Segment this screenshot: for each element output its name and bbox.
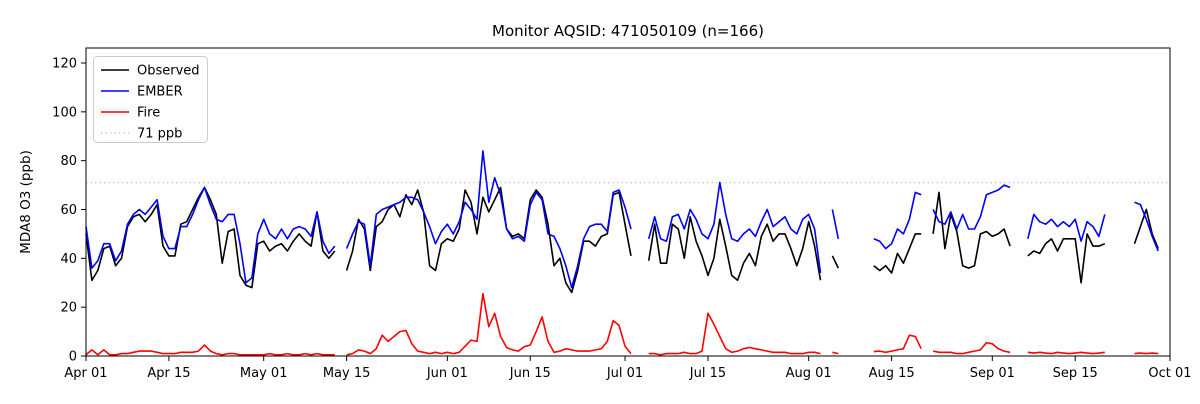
legend-item-observed: Observed — [101, 64, 200, 79]
legend-label-observed: Observed — [137, 64, 200, 79]
x-tick-label: Jun 15 — [509, 366, 551, 381]
x-tick-label: Aug 15 — [869, 366, 915, 381]
x-tick-label: Jul 01 — [606, 366, 643, 381]
y-tick-label: 40 — [60, 252, 77, 267]
legend-item-fire: Fire — [101, 106, 160, 121]
x-tick-label: Jun 01 — [426, 366, 468, 381]
x-tick-label: Sep 15 — [1053, 366, 1098, 381]
x-tick-label: Aug 01 — [786, 366, 832, 381]
chart-title: Monitor AQSID: 471050109 (n=166) — [492, 22, 764, 40]
legend-item-ref-line: 71 ppb — [101, 127, 182, 142]
x-tick-label: May 15 — [323, 366, 371, 381]
series-line-fire — [85, 292, 1159, 356]
x-tick-label: Sep 01 — [970, 366, 1015, 381]
y-axis-label: MDA8 O3 (ppb) — [18, 150, 34, 254]
legend-item-ember: EMBER — [101, 85, 183, 100]
y-tick-label: 0 — [69, 350, 77, 365]
series-line-ember — [85, 150, 1159, 289]
x-tick-label: Oct 01 — [1148, 366, 1191, 381]
y-tick-label: 100 — [52, 105, 77, 120]
y-tick-label: 60 — [60, 203, 77, 218]
x-tick-label: May 01 — [240, 366, 288, 381]
x-tick-label: Apr 15 — [147, 366, 190, 381]
x-tick-label: Apr 01 — [64, 366, 107, 381]
legend: Observed EMBER Fire 71 ppb — [93, 56, 208, 143]
legend-label-fire: Fire — [137, 106, 160, 121]
y-tick-label: 80 — [60, 154, 77, 169]
legend-box — [93, 56, 208, 143]
x-tick-label: Jul 15 — [689, 366, 726, 381]
y-tick-label: 120 — [52, 57, 77, 72]
legend-label-ref: 71 ppb — [137, 127, 182, 142]
series-line-observed — [85, 186, 1159, 294]
y-tick-label: 20 — [60, 301, 77, 316]
legend-label-ember: EMBER — [137, 85, 183, 100]
plot-area: 0 20 40 60 80 100 120 Apr 01 Apr 15 May 01 May 15 J… — [52, 47, 1192, 381]
axes-spines — [85, 47, 1171, 357]
